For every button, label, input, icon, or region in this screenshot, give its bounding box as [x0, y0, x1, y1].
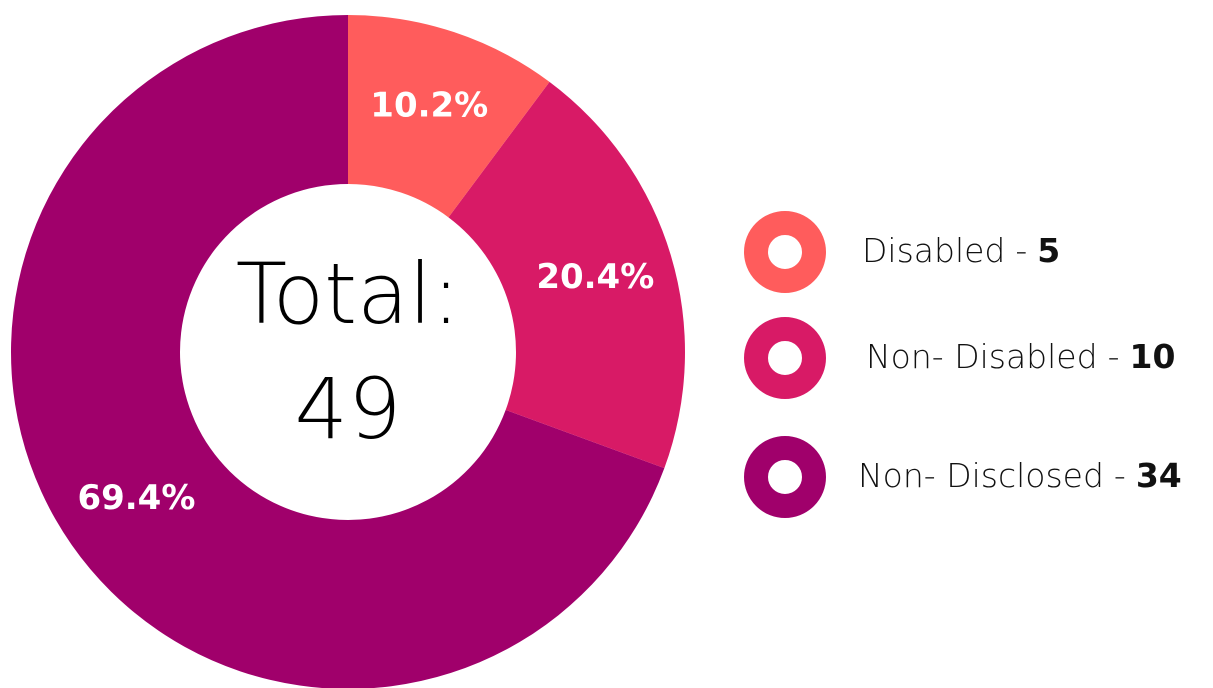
legend-count: 34 — [1136, 456, 1182, 495]
legend-separator: - — [1108, 337, 1120, 376]
legend-separator: - — [1114, 456, 1126, 495]
donut-slice — [348, 15, 550, 218]
slice-label: 10.2% — [370, 86, 488, 126]
center-total: 49 — [295, 360, 402, 458]
legend-label: Non- Disclosed -34 — [858, 456, 1182, 495]
legend-swatch — [744, 211, 826, 293]
legend-separator: - — [1015, 231, 1027, 270]
donut-slice — [448, 81, 686, 469]
legend-label: Disabled -5 — [862, 231, 1060, 270]
legend-item: Non- Disclosed -34 — [744, 436, 1182, 518]
legend-name: Disabled — [862, 231, 1005, 270]
legend-item: Disabled -5 — [744, 211, 1060, 293]
legend-item: Non- Disabled -10 — [744, 317, 1175, 399]
center-label: Total: — [236, 245, 460, 343]
legend-count: 10 — [1129, 337, 1175, 376]
legend-name: Non- Disabled — [866, 337, 1098, 376]
legend-label: Non- Disabled -10 — [866, 337, 1175, 376]
slice-label: 69.4% — [77, 478, 195, 518]
donut-slice — [11, 15, 665, 688]
slice-label: 20.4% — [536, 257, 654, 297]
legend-swatch — [744, 317, 826, 399]
legend-swatch — [744, 436, 826, 518]
legend-count: 5 — [1037, 231, 1060, 270]
legend-name: Non- Disclosed — [858, 456, 1104, 495]
